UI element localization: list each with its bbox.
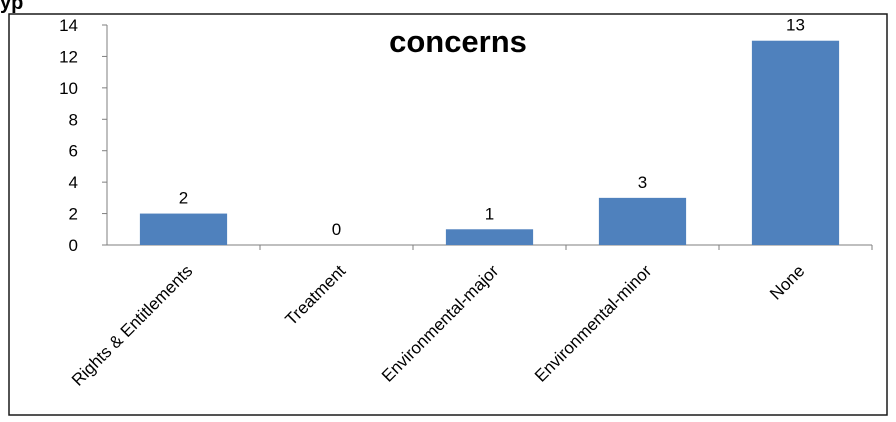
y-tick-label: 6 [69, 142, 78, 161]
y-tick-label: 0 [69, 236, 78, 255]
y-tick-label: 8 [69, 110, 78, 129]
y-tick-label: 14 [59, 16, 78, 35]
bar [751, 40, 840, 245]
y-tick-label: 12 [59, 47, 78, 66]
data-label: 1 [485, 204, 494, 223]
data-label: 13 [786, 16, 805, 35]
cropped-header-text: yp [0, 0, 23, 14]
y-tick-label: 10 [59, 79, 78, 98]
y-tick-label: 2 [69, 205, 78, 224]
bar [139, 213, 228, 245]
chart-title: concerns [389, 24, 527, 59]
y-axis: 0 2 4 6 8 10 12 14 [59, 16, 108, 255]
bar [598, 197, 687, 245]
y-tick-label: 4 [69, 173, 78, 192]
bar [445, 229, 534, 245]
data-label: 3 [638, 173, 647, 192]
data-label: 0 [332, 220, 341, 239]
data-label: 2 [179, 189, 188, 208]
